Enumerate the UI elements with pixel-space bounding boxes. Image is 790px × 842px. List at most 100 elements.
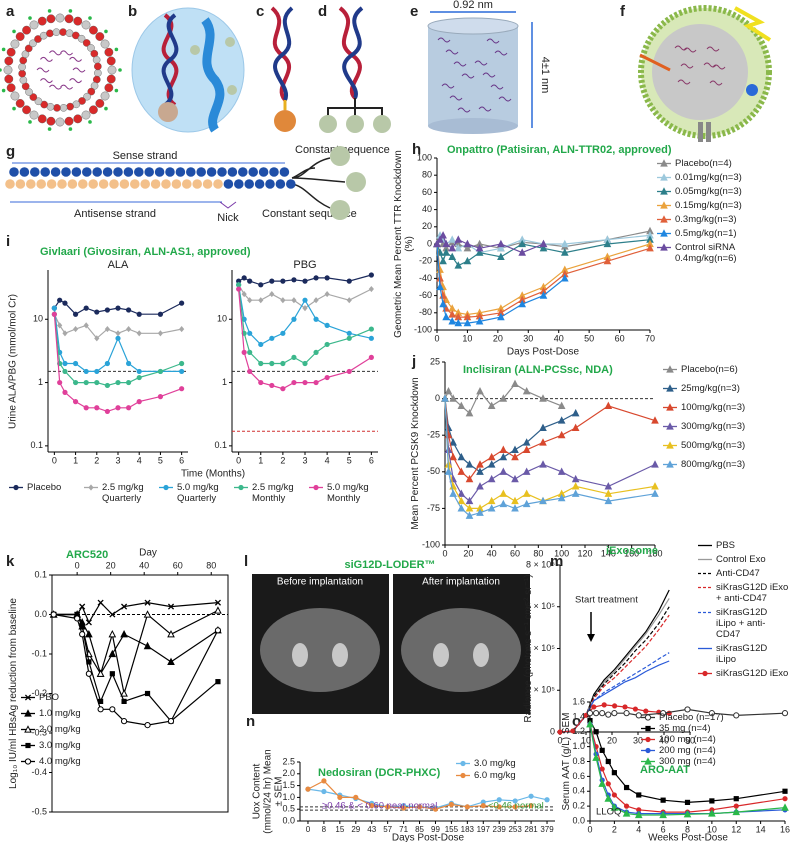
lipid-head [95, 32, 105, 41]
marker [497, 312, 505, 321]
marker [136, 330, 142, 337]
dimension: 4±1 nm [539, 57, 551, 94]
marker [599, 747, 605, 753]
marker [79, 603, 86, 610]
marker [636, 792, 642, 798]
y-tick-label: 0.6 [572, 771, 585, 781]
x-tick-label: 99 [431, 825, 440, 834]
lipid-head [21, 50, 30, 58]
x-tick-label: 4 [325, 455, 330, 465]
y-tick-label: 60 [422, 187, 432, 197]
marker [449, 452, 457, 461]
marker [480, 803, 486, 809]
lipid-head [78, 97, 86, 105]
sirna [457, 107, 471, 113]
peg [1, 88, 6, 93]
marker [465, 474, 474, 483]
panel-label: e [410, 3, 418, 20]
marker [660, 797, 666, 803]
nucleotide [15, 179, 26, 189]
marker [62, 330, 68, 337]
nucleotide [78, 179, 88, 189]
lipid-head [73, 16, 83, 26]
y-tick-label: 0.4 [572, 786, 585, 796]
lipid-head [100, 91, 110, 101]
x-tick-label: 6 [369, 455, 374, 465]
lipid-head [4, 74, 14, 84]
marker [258, 360, 264, 367]
nucleotide [140, 179, 150, 189]
y-tick-label: -0.4 [31, 767, 47, 777]
sirna [49, 84, 62, 90]
x-tick-label: 0 [236, 455, 241, 465]
protein [639, 53, 671, 72]
marker [487, 496, 496, 505]
marker [457, 489, 466, 497]
y-tick-label: 1.2 [572, 726, 585, 736]
lipid-head [46, 116, 56, 126]
marker [634, 810, 643, 819]
marker [98, 698, 104, 704]
marker [557, 729, 563, 735]
arrow [587, 634, 595, 642]
lipid-head [100, 39, 110, 49]
sirna [449, 95, 463, 101]
marker [497, 252, 505, 260]
y-tick-label: 1 [222, 377, 227, 387]
marker [86, 659, 92, 665]
marker [346, 368, 352, 375]
marker [557, 467, 566, 475]
marker [313, 316, 319, 322]
series-line [238, 284, 372, 365]
x-tick-label: 60 [615, 333, 625, 343]
peg [28, 16, 32, 20]
x-tick-label: 2 [280, 455, 285, 465]
marker [463, 244, 472, 252]
marker [511, 474, 519, 483]
marker [487, 504, 496, 512]
y-tick-label: -75 [427, 503, 440, 513]
marker [291, 277, 297, 283]
x-tick-label: 29 [351, 825, 360, 834]
nucleotide [279, 167, 290, 177]
marker [85, 670, 92, 677]
marker [511, 452, 519, 461]
marker [592, 710, 600, 717]
marker [324, 322, 330, 328]
marker [280, 360, 286, 367]
nick-mark [219, 201, 237, 209]
marker [604, 489, 613, 497]
marker [126, 379, 132, 386]
lipid-head [53, 104, 61, 112]
x-tick-label: 180 [647, 548, 662, 558]
lipid-head [59, 28, 67, 36]
marker [733, 803, 739, 809]
sirna [441, 83, 455, 89]
marker [337, 794, 343, 801]
nucleotide [88, 179, 98, 189]
marker [353, 794, 359, 801]
flash [734, 6, 772, 42]
marker [313, 275, 319, 281]
lipid-head [15, 99, 25, 108]
y-tick-label: -20 [419, 256, 432, 266]
x-tick-label: 1 [73, 455, 78, 465]
nucleotide [26, 179, 36, 189]
series-line [589, 724, 786, 813]
x-tick-label: 155 [445, 825, 459, 834]
ct-kidney [332, 643, 348, 667]
marker [280, 330, 286, 336]
helix [161, 13, 179, 107]
marker [302, 297, 308, 303]
marker [258, 379, 264, 386]
x-tick-label: 4 [137, 455, 142, 465]
panel-label: i [6, 233, 10, 250]
marker [236, 282, 242, 288]
marker [291, 297, 297, 304]
x-tick-label: 14 [756, 824, 766, 834]
marker [291, 379, 297, 386]
marker [79, 631, 86, 638]
marker [632, 706, 639, 712]
panel-title: siG12D-LODER™ [344, 559, 435, 571]
lipid-head [89, 105, 98, 115]
